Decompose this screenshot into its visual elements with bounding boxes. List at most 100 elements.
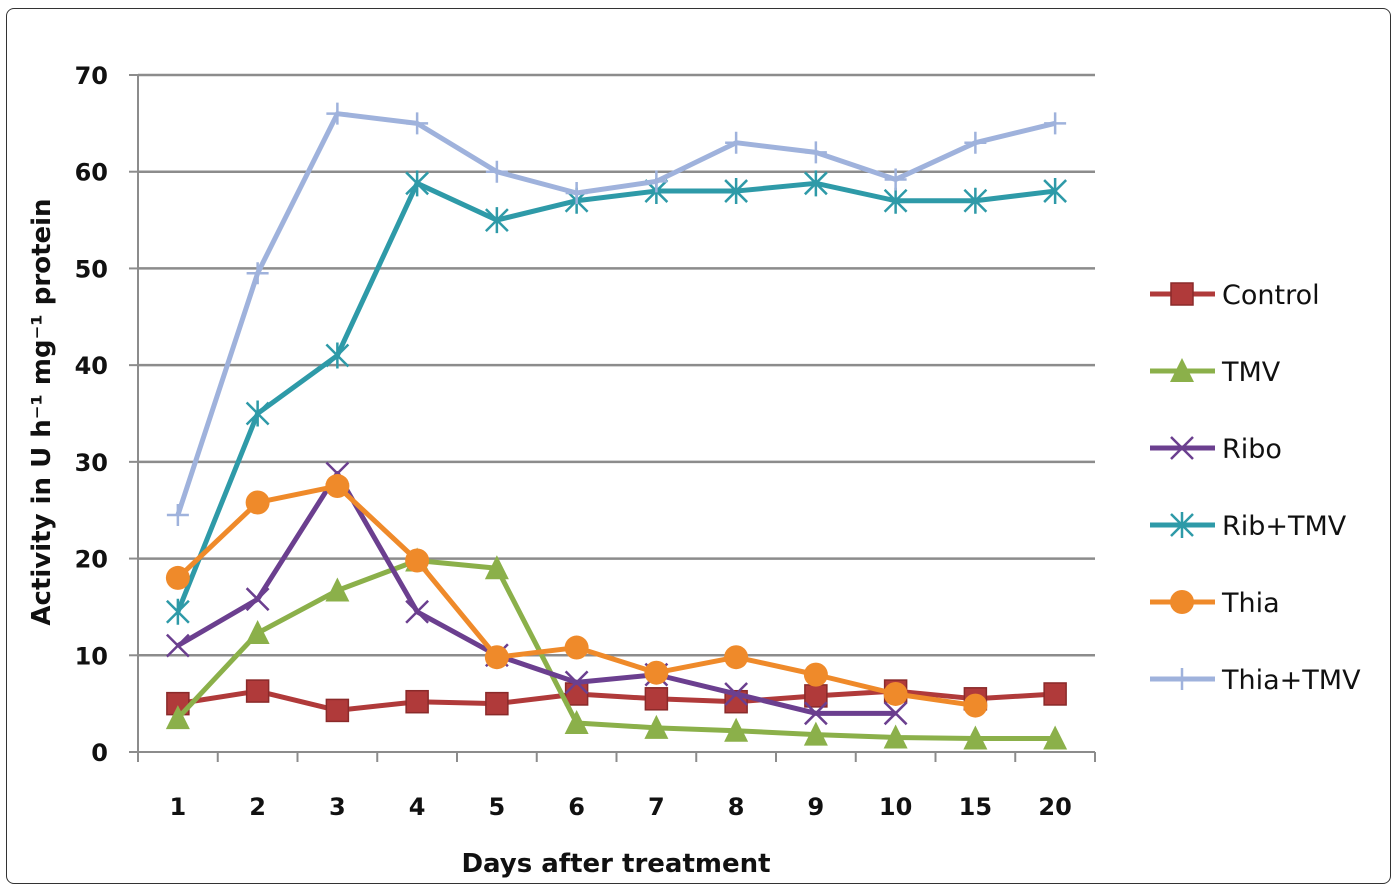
data-point-ribo xyxy=(245,587,270,612)
data-point-control xyxy=(644,687,669,711)
legend-swatch-marker xyxy=(1170,436,1194,460)
legend: Control TMV Ribo Rib+TMV Thia Thia+TMV xyxy=(1150,280,1361,696)
y-tick-labels: 0 10 20 30 40 50 60 70 xyxy=(75,62,108,767)
data-point-thia xyxy=(245,490,270,515)
data-point-ribo xyxy=(405,599,430,624)
marker-shape xyxy=(245,400,270,427)
y-tick-label: 30 xyxy=(75,449,108,477)
marker-shape xyxy=(1170,512,1194,538)
data-point-ribo xyxy=(724,682,749,706)
y-tick-label: 20 xyxy=(75,546,108,574)
marker-shape xyxy=(1170,282,1194,306)
series-line-ribo xyxy=(176,470,896,716)
marker-shape xyxy=(484,555,509,580)
x-tick-labels: 1 2 3 4 5 6 7 8 9 10 15 20 xyxy=(170,793,1072,821)
x-tick-label: 2 xyxy=(249,793,266,821)
data-point-tmv xyxy=(1043,725,1068,750)
data-point-thia-tmv xyxy=(406,112,429,135)
marker-shape xyxy=(804,141,827,164)
data-point-tmv xyxy=(245,620,270,645)
data-point-thia-tmv xyxy=(485,160,508,183)
data-point-thia-tmv xyxy=(326,102,349,125)
marker-shape xyxy=(325,342,350,369)
data-point-thia-tmv xyxy=(565,181,588,204)
legend-item-thia: Thia xyxy=(1150,588,1280,619)
marker-shape xyxy=(325,474,350,499)
data-point-thia xyxy=(963,693,988,718)
marker-shape xyxy=(406,112,429,135)
data-point-rib-tmv xyxy=(484,207,509,234)
x-tick-label: 1 xyxy=(170,793,187,821)
data-point-rib-tmv xyxy=(245,400,270,427)
data-point-thia xyxy=(644,660,669,685)
y-tick-label: 10 xyxy=(75,642,108,670)
data-point-ribo xyxy=(165,633,190,658)
legend-swatch-marker xyxy=(1170,590,1194,614)
marker-shape xyxy=(645,170,668,193)
legend-swatch-marker xyxy=(1170,512,1194,538)
data-point-tmv xyxy=(325,577,350,602)
marker-shape xyxy=(725,131,748,154)
legend-item-ribo: Ribo xyxy=(1150,434,1282,465)
marker-shape xyxy=(1043,682,1067,706)
x-tick-label: 4 xyxy=(409,793,426,821)
marker-shape xyxy=(803,701,828,726)
data-point-control xyxy=(1043,682,1067,706)
x-tick-label: 7 xyxy=(648,793,665,821)
marker-shape xyxy=(485,691,509,716)
data-point-tmv xyxy=(564,709,589,734)
x-tick-label: 9 xyxy=(808,793,825,821)
marker-shape xyxy=(564,682,589,706)
series-line-thia xyxy=(176,483,976,709)
marker-shape xyxy=(803,662,828,687)
marker-shape xyxy=(405,170,430,197)
data-point-tmv xyxy=(883,724,908,749)
data-point-thia xyxy=(165,565,190,590)
data-point-thia xyxy=(405,548,430,573)
marker-shape xyxy=(245,679,270,703)
marker-shape xyxy=(724,717,749,742)
series-thia-tmv xyxy=(166,102,1067,527)
legend-swatch-marker xyxy=(1170,282,1194,306)
marker-shape xyxy=(1043,725,1068,750)
marker-shape xyxy=(963,693,988,718)
legend-label: Thia+TMV xyxy=(1221,665,1361,696)
marker-shape xyxy=(724,178,749,205)
marker-shape xyxy=(1171,668,1193,690)
data-point-tmv xyxy=(165,705,190,730)
y-tick-label: 60 xyxy=(75,159,108,187)
data-point-control xyxy=(804,684,828,708)
data-point-thia-tmv xyxy=(166,504,189,527)
marker-shape xyxy=(245,620,270,645)
data-point-tmv xyxy=(963,725,988,750)
data-point-thia-tmv xyxy=(964,131,987,154)
x-axis-label: Days after treatment xyxy=(461,849,770,879)
data-point-thia-tmv xyxy=(645,170,668,193)
legend-item-rib-tmv: Rib+TMV xyxy=(1150,511,1347,542)
data-point-control xyxy=(405,689,429,714)
marker-shape xyxy=(246,262,269,285)
marker-shape xyxy=(804,684,828,708)
series-lines xyxy=(165,102,1068,750)
marker-shape xyxy=(325,698,350,723)
marker-shape xyxy=(165,565,190,590)
marker-shape xyxy=(883,701,908,726)
marker-shape xyxy=(883,187,908,214)
data-point-rib-tmv xyxy=(405,170,430,197)
marker-shape xyxy=(484,645,509,670)
data-point-thia xyxy=(325,474,350,499)
marker-shape xyxy=(245,587,270,612)
marker-shape xyxy=(1170,436,1194,460)
data-point-ribo xyxy=(564,670,589,695)
marker-shape xyxy=(963,187,988,214)
data-point-rib-tmv xyxy=(883,187,908,214)
data-point-thia xyxy=(484,645,509,670)
data-point-rib-tmv xyxy=(325,342,350,369)
marker-shape xyxy=(165,633,190,658)
marker-shape xyxy=(565,181,588,204)
legend-label: Rib+TMV xyxy=(1222,511,1347,542)
data-point-tmv xyxy=(724,717,749,742)
series-line-thia-tmv xyxy=(175,111,1056,516)
series-ribo xyxy=(165,461,908,726)
